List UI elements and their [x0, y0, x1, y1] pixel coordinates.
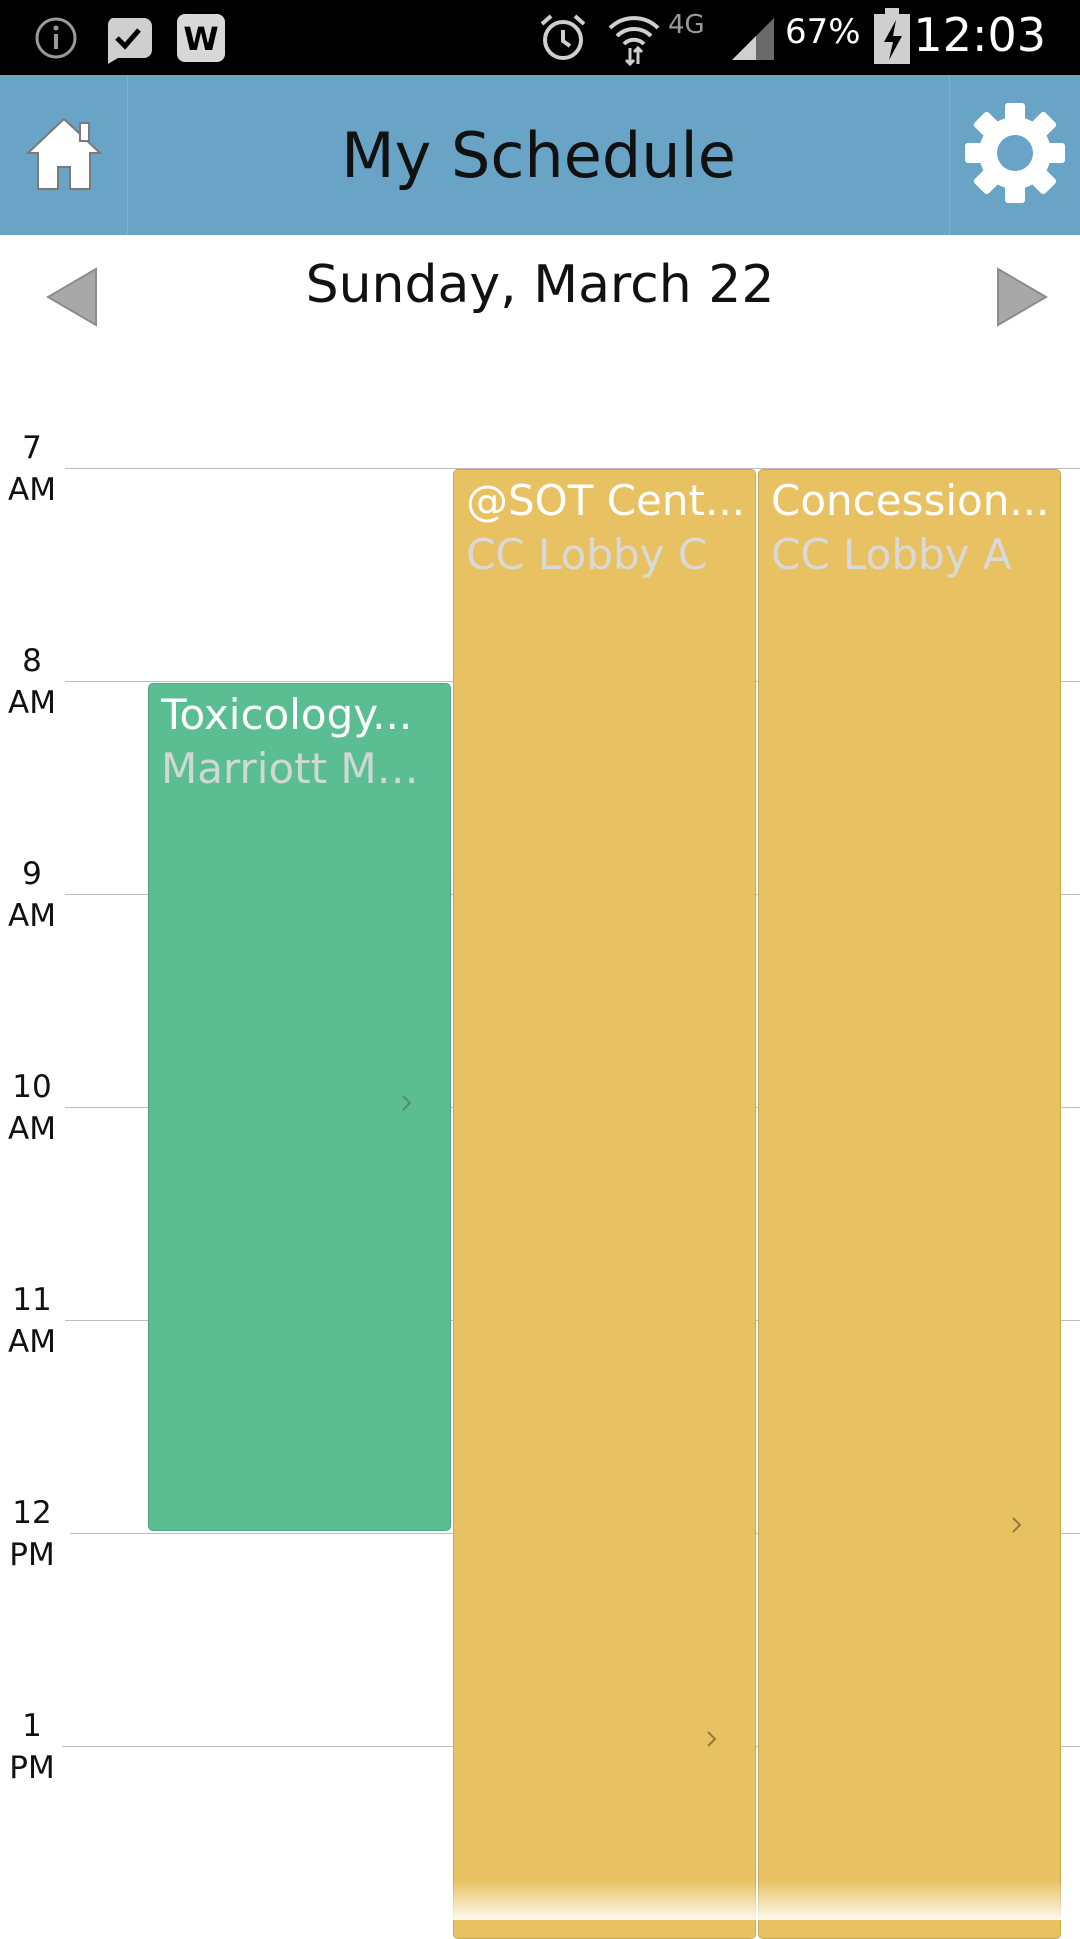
event-sot-center[interactable]: @SOT Cent... CC Lobby C	[453, 469, 756, 1939]
hour-label-8am: 8 AM	[0, 640, 64, 724]
hour-line	[65, 468, 1080, 469]
alarm-icon	[538, 12, 588, 68]
hour-period: AM	[8, 898, 56, 934]
hour-number: 7	[22, 430, 42, 466]
hour-number: 10	[12, 1069, 52, 1105]
home-button[interactable]	[0, 75, 128, 235]
hour-number: 8	[22, 643, 42, 679]
event-location: Marriott Ma...	[161, 744, 442, 793]
gear-icon	[961, 99, 1069, 211]
settings-button[interactable]	[949, 75, 1080, 235]
day-calendar-grid[interactable]: 7 AM 8 AM 9 AM 10 AM 11 AM 12 PM 1 PM To…	[0, 365, 1080, 1939]
chevron-right-icon	[401, 1094, 413, 1116]
hour-label-9am: 9 AM	[0, 853, 64, 937]
hour-period: PM	[9, 1537, 55, 1573]
hour-period: AM	[8, 1111, 56, 1147]
hour-number: 11	[12, 1282, 52, 1318]
date-navigation: Sunday, March 22	[0, 235, 1080, 365]
hour-label-7am: 7 AM	[0, 427, 64, 511]
event-title: @SOT Cent...	[466, 476, 746, 525]
battery-charging-icon	[872, 8, 912, 70]
hour-period: AM	[8, 1324, 56, 1360]
event-title: Toxicology...	[161, 690, 413, 739]
hour-label-11am: 11 AM	[0, 1279, 64, 1363]
wifi-icon	[606, 10, 662, 70]
hour-period: AM	[8, 472, 56, 508]
hour-number: 12	[12, 1495, 52, 1531]
hour-number: 9	[22, 856, 42, 892]
clock: 12:03	[913, 8, 1046, 62]
app-header: My Schedule	[0, 75, 1080, 235]
hour-label-12pm: 12 PM	[0, 1492, 64, 1576]
hour-label-1pm: 1 PM	[0, 1705, 64, 1789]
status-bar: W 4G 67% 12:03	[0, 0, 1080, 75]
previous-day-button[interactable]	[46, 267, 98, 331]
hour-period: PM	[9, 1750, 55, 1786]
event-location: CC Lobby A	[771, 530, 1012, 579]
scroll-fade	[0, 1880, 1080, 1920]
event-concession[interactable]: Concession... CC Lobby A	[758, 469, 1061, 1939]
checkmark-app-icon	[102, 12, 154, 68]
battery-percent: 67%	[785, 12, 861, 52]
hour-number: 1	[22, 1708, 42, 1744]
svg-text:W: W	[183, 20, 218, 58]
info-icon	[34, 16, 78, 64]
page-title: My Schedule	[341, 118, 736, 192]
w-app-icon: W	[175, 12, 227, 68]
chevron-right-icon	[706, 1730, 718, 1752]
hour-label-10am: 10 AM	[0, 1066, 64, 1150]
next-day-button[interactable]	[996, 267, 1048, 331]
signal-icon	[728, 14, 776, 66]
event-toxicology[interactable]: Toxicology... Marriott Ma...	[148, 683, 451, 1531]
home-icon	[24, 113, 104, 197]
event-title: Concession...	[771, 476, 1050, 525]
network-type: 4G	[668, 10, 705, 40]
current-date: Sunday, March 22	[305, 255, 775, 315]
chevron-right-icon	[1011, 1516, 1023, 1538]
hour-period: AM	[8, 685, 56, 721]
event-location: CC Lobby C	[466, 530, 708, 579]
